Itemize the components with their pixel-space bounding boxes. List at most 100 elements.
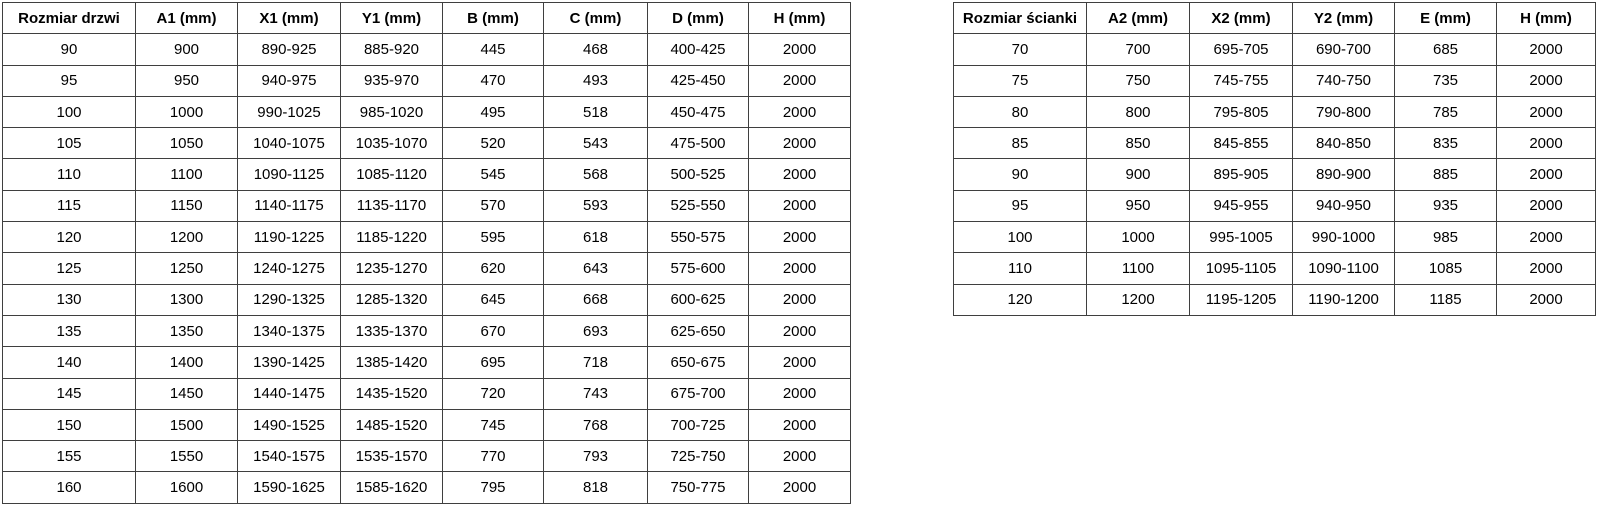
table-cell: 675-700 xyxy=(647,377,749,410)
table-cell: 985 xyxy=(1394,221,1497,254)
table-cell: 1335-1370 xyxy=(340,314,443,348)
table-cell: 618 xyxy=(543,221,648,254)
table-cell: 790-800 xyxy=(1292,95,1395,129)
table-row: 125 1250 1240-1275 1235-1270 620 643 575-600 20… xyxy=(2,252,851,285)
table-cell: 95 xyxy=(953,189,1087,223)
table-cell: 155 xyxy=(2,440,136,473)
table-cell: 2000 xyxy=(748,221,851,254)
table-cell: 1385-1420 xyxy=(340,346,443,379)
table-cell: 900 xyxy=(1086,158,1190,191)
table-cell: 1000 xyxy=(1086,221,1190,254)
table-cell: 130 xyxy=(2,283,136,316)
table-cell: 950 xyxy=(135,64,238,97)
table-cell: 550-575 xyxy=(647,221,749,254)
table-row: 120 1200 1190-1225 1185-1220 595 618 550-575 20… xyxy=(2,221,851,254)
table-cell: 160 xyxy=(2,471,136,504)
table-cell: 1390-1425 xyxy=(237,346,341,379)
table-cell: 1150 xyxy=(135,189,238,223)
table-cell: 140 xyxy=(2,346,136,379)
table-cell: 985-1020 xyxy=(340,95,443,129)
table-cell: 800 xyxy=(1086,95,1190,129)
table-cell: 115 xyxy=(2,189,136,223)
table-cell: 670 xyxy=(442,314,544,348)
table-cell: 2000 xyxy=(1496,189,1596,223)
table-cell: 145 xyxy=(2,377,136,410)
table-cell: 70 xyxy=(953,33,1087,66)
table-cell: 568 xyxy=(543,158,648,191)
table-cell: 1100 xyxy=(135,158,238,191)
table-cell: 1135-1170 xyxy=(340,189,443,223)
table-cell: 1540-1575 xyxy=(237,440,341,473)
table-cell: 1185 xyxy=(1394,283,1497,316)
table-cell: 120 xyxy=(953,283,1087,316)
table-cell: 693 xyxy=(543,314,648,348)
table-cell: 100 xyxy=(2,95,136,129)
table-cell: 1340-1375 xyxy=(237,314,341,348)
table-cell: 1435-1520 xyxy=(340,377,443,410)
table-cell: 2000 xyxy=(748,408,851,442)
table-cell: 1500 xyxy=(135,408,238,442)
table-cell: 725-750 xyxy=(647,440,749,473)
table-cell: 668 xyxy=(543,283,648,316)
table-cell: 745 xyxy=(442,408,544,442)
table-cell: 475-500 xyxy=(647,127,749,160)
table-cell: 125 xyxy=(2,252,136,285)
wall-size-table: Rozmiar ścianki A2 (mm) X2 (mm) Y2 (mm) E (m… xyxy=(953,1,1596,316)
table-row: 110 1100 1095-1105 1090-1100 1085 2000 xyxy=(953,252,1596,285)
table-cell: 768 xyxy=(543,408,648,442)
table-cell: 1550 xyxy=(135,440,238,473)
table-cell: 468 xyxy=(543,33,648,66)
header-cell: E (mm) xyxy=(1394,1,1497,35)
table-cell: 735 xyxy=(1394,64,1497,97)
table-cell: 95 xyxy=(2,64,136,97)
table-cell: 685 xyxy=(1394,33,1497,66)
table-cell: 1035-1070 xyxy=(340,127,443,160)
table-cell: 1440-1475 xyxy=(237,377,341,410)
header-cell: Y2 (mm) xyxy=(1292,1,1395,35)
table-cell: 720 xyxy=(442,377,544,410)
table-cell: 935-970 xyxy=(340,64,443,97)
table-row: 95 950 945-955 940-950 935 2000 xyxy=(953,189,1596,223)
table-cell: 85 xyxy=(953,127,1087,160)
table-cell: 570 xyxy=(442,189,544,223)
table-cell: 1095-1105 xyxy=(1189,252,1293,285)
table-cell: 1585-1620 xyxy=(340,471,443,504)
header-cell: A1 (mm) xyxy=(135,1,238,35)
table-cell: 950 xyxy=(1086,189,1190,223)
table-cell: 2000 xyxy=(1496,64,1596,97)
table-cell: 450-475 xyxy=(647,95,749,129)
table-cell: 110 xyxy=(2,158,136,191)
table-cell: 2000 xyxy=(1496,283,1596,316)
table-cell: 625-650 xyxy=(647,314,749,348)
table-row: 75 750 745-755 740-750 735 2000 xyxy=(953,64,1596,97)
table-cell: 1100 xyxy=(1086,252,1190,285)
table-cell: 885-920 xyxy=(340,33,443,66)
table-cell: 593 xyxy=(543,189,648,223)
table-cell: 2000 xyxy=(748,283,851,316)
header-cell: C (mm) xyxy=(543,1,648,35)
table-cell: 793 xyxy=(543,440,648,473)
table-cell: 2000 xyxy=(748,95,851,129)
table-cell: 2000 xyxy=(748,471,851,504)
table-cell: 890-925 xyxy=(237,33,341,66)
table-cell: 135 xyxy=(2,314,136,348)
table-row: 130 1300 1290-1325 1285-1320 645 668 600-625 20… xyxy=(2,283,851,316)
table-cell: 650-675 xyxy=(647,346,749,379)
header-cell: Rozmiar drzwi xyxy=(2,1,136,35)
table-cell: 845-855 xyxy=(1189,127,1293,160)
table-cell: 1200 xyxy=(135,221,238,254)
table-cell: 100 xyxy=(953,221,1087,254)
header-cell: Rozmiar ścianki xyxy=(953,1,1087,35)
table-cell: 745-755 xyxy=(1189,64,1293,97)
table-cell: 1185-1220 xyxy=(340,221,443,254)
table-cell: 2000 xyxy=(1496,252,1596,285)
table-cell: 885 xyxy=(1394,158,1497,191)
table-row: 100 1000 990-1025 985-1020 495 518 450-475 2000 xyxy=(2,95,851,129)
table-row: 155 1550 1540-1575 1535-1570 770 793 725-750 20… xyxy=(2,440,851,473)
table-cell: 1285-1320 xyxy=(340,283,443,316)
table-cell: 1090-1100 xyxy=(1292,252,1395,285)
table-cell: 2000 xyxy=(748,346,851,379)
table-cell: 2000 xyxy=(748,189,851,223)
table-cell: 493 xyxy=(543,64,648,97)
